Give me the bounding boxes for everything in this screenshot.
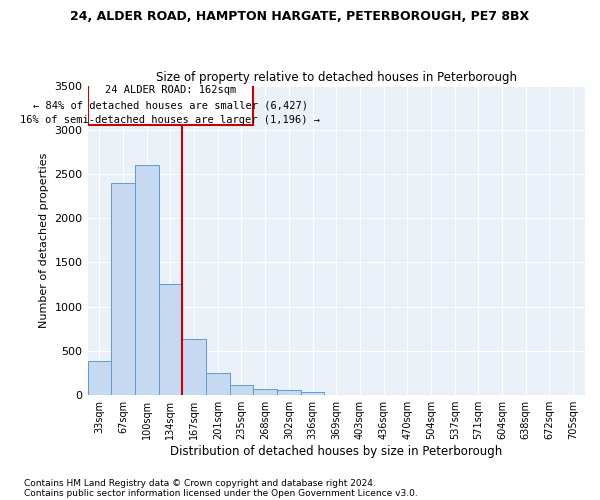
Bar <box>88 361 111 394</box>
Bar <box>277 390 301 394</box>
Text: 16% of semi-detached houses are larger (1,196) →: 16% of semi-detached houses are larger (… <box>20 116 320 126</box>
Text: 24, ALDER ROAD, HAMPTON HARGATE, PETERBOROUGH, PE7 8BX: 24, ALDER ROAD, HAMPTON HARGATE, PETERBO… <box>70 10 530 23</box>
Bar <box>206 372 230 394</box>
X-axis label: Distribution of detached houses by size in Peterborough: Distribution of detached houses by size … <box>170 444 502 458</box>
Y-axis label: Number of detached properties: Number of detached properties <box>39 152 49 328</box>
Bar <box>135 166 158 394</box>
Text: Contains HM Land Registry data © Crown copyright and database right 2024.: Contains HM Land Registry data © Crown c… <box>24 478 376 488</box>
Title: Size of property relative to detached houses in Peterborough: Size of property relative to detached ho… <box>156 70 517 84</box>
Bar <box>182 339 206 394</box>
Bar <box>230 386 253 394</box>
Text: Contains public sector information licensed under the Open Government Licence v3: Contains public sector information licen… <box>24 488 418 498</box>
Bar <box>88 73 253 125</box>
Text: 24 ALDER ROAD: 162sqm: 24 ALDER ROAD: 162sqm <box>105 86 236 96</box>
Text: ← 84% of detached houses are smaller (6,427): ← 84% of detached houses are smaller (6,… <box>33 100 308 110</box>
Bar <box>301 392 325 394</box>
Bar <box>111 183 135 394</box>
Bar <box>158 284 182 395</box>
Bar <box>253 389 277 394</box>
